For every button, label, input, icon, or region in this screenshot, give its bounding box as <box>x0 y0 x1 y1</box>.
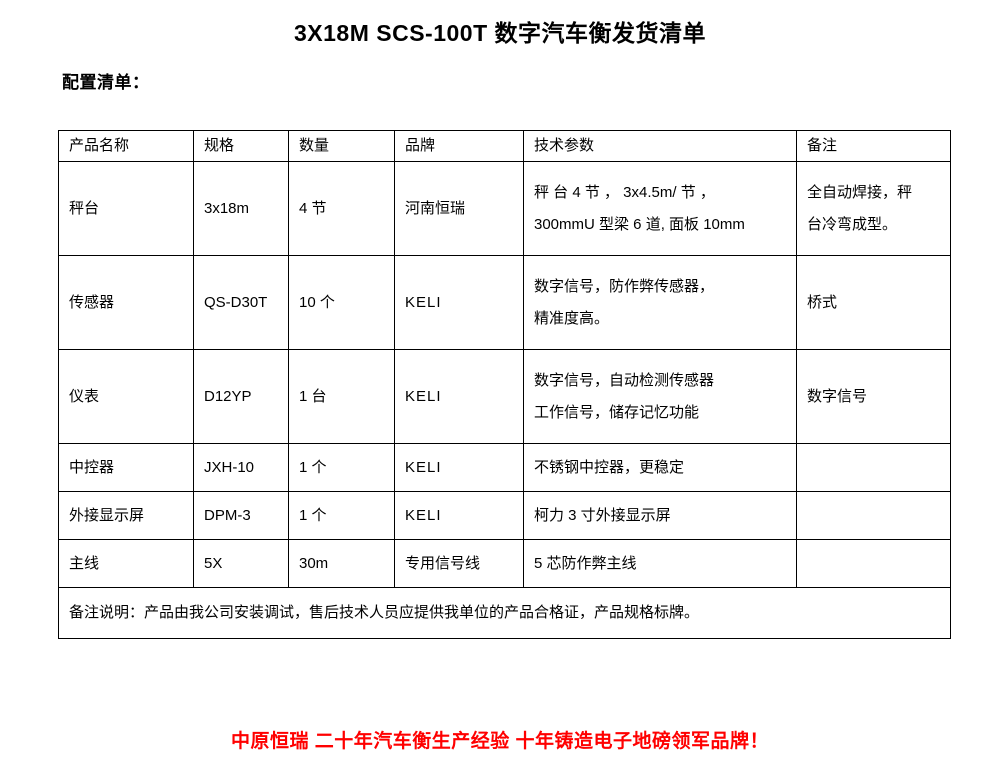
cell-quantity: 1 个 <box>288 443 395 492</box>
remarks-line-1: 数字信号 <box>807 387 868 405</box>
cell-parameters: 5 芯防作弊主线 <box>523 539 797 588</box>
parameters-line-1: 秤 台 4 节 ， 3x4.5m/ 节 ， <box>534 183 715 201</box>
cell-remarks: 全自动焊接，秤 台冷弯成型。 <box>796 161 951 256</box>
table-header-row: 产品名称 规格 数量 品牌 技术参数 备注 <box>58 130 951 162</box>
cell-parameters: 不锈钢中控器，更稳定 <box>523 443 797 492</box>
header-parameters: 技术参数 <box>523 130 797 162</box>
cell-brand: 专用信号线 <box>394 539 524 588</box>
cell-parameters: 数字信号，防作弊传感器， 精准度高。 <box>523 255 797 350</box>
cell-parameters: 秤 台 4 节 ， 3x4.5m/ 节 ， 300mmU 型梁 6 道, 面板 … <box>523 161 797 256</box>
cell-brand: KELI <box>394 443 524 492</box>
header-remarks: 备注 <box>796 130 951 162</box>
parameters-line-2: 精准度高。 <box>534 309 610 327</box>
cell-brand: 河南恒瑞 <box>394 161 524 256</box>
cell-brand: KELI <box>394 255 524 350</box>
cell-parameters: 柯力 3 寸外接显示屏 <box>523 491 797 540</box>
cell-product-name: 外接显示屏 <box>58 491 194 540</box>
parameters-line-1: 数字信号，防作弊传感器， <box>534 277 715 295</box>
parameters-line-2: 工作信号，储存记忆功能 <box>534 403 700 421</box>
cell-brand: KELI <box>394 491 524 540</box>
cell-quantity: 1 台 <box>288 349 395 444</box>
header-quantity: 数量 <box>288 130 395 162</box>
table-row: 仪表 D12YP 1 台 KELI 数字信号，自动检测传感器 工作信号，储存记忆… <box>58 349 951 444</box>
cell-spec: DPM-3 <box>193 491 289 540</box>
header-brand: 品牌 <box>394 130 524 162</box>
cell-parameters: 数字信号，自动检测传感器 工作信号，储存记忆功能 <box>523 349 797 444</box>
cell-spec: QS-D30T <box>193 255 289 350</box>
cell-remarks: 桥式 <box>796 255 951 350</box>
cell-brand: KELI <box>394 349 524 444</box>
parameters-line-1: 数字信号，自动检测传感器 <box>534 371 715 389</box>
cell-remarks: 数字信号 <box>796 349 951 444</box>
remarks-line-2: 台冷弯成型。 <box>807 215 898 233</box>
cell-product-name: 传感器 <box>58 255 194 350</box>
table-footer-note-row: 备注说明：产品由我公司安装调试，售后技术人员应提供我单位的产品合格证，产品规格标… <box>58 587 951 639</box>
parameters-line-2: 300mmU 型梁 6 道, 面板 10mm <box>534 215 745 233</box>
cell-spec: D12YP <box>193 349 289 444</box>
page-title: 3X18M SCS-100T 数字汽车衡发货清单 <box>293 20 707 46</box>
company-slogan: 中原恒瑞 二十年汽车衡生产经验 十年铸造电子地磅领军品牌！ <box>230 731 770 752</box>
cell-spec: JXH-10 <box>193 443 289 492</box>
table-row: 秤台 3x18m 4 节 河南恒瑞 秤 台 4 节 ， 3x4.5m/ 节 ， … <box>58 161 951 256</box>
remarks-line-1: 桥式 <box>807 293 838 311</box>
cell-quantity: 30m <box>288 539 395 588</box>
table-row: 中控器 JXH-10 1 个 KELI 不锈钢中控器，更稳定 <box>58 443 951 492</box>
cell-product-name: 秤台 <box>58 161 194 256</box>
cell-quantity: 10 个 <box>288 255 395 350</box>
cell-remarks <box>796 539 951 588</box>
table-row: 传感器 QS-D30T 10 个 KELI 数字信号，防作弊传感器， 精准度高。… <box>58 255 951 350</box>
cell-quantity: 1 个 <box>288 491 395 540</box>
table-row: 外接显示屏 DPM-3 1 个 KELI 柯力 3 寸外接显示屏 <box>58 491 951 540</box>
cell-product-name: 中控器 <box>58 443 194 492</box>
cell-spec: 5X <box>193 539 289 588</box>
cell-quantity: 4 节 <box>288 161 395 256</box>
config-list-label: 配置清单： <box>62 73 150 92</box>
configuration-table: 产品名称 规格 数量 品牌 技术参数 备注 秤台 3x18m 4 节 河南恒瑞 … <box>58 130 951 639</box>
cell-product-name: 仪表 <box>58 349 194 444</box>
footer-note: 备注说明：产品由我公司安装调试，售后技术人员应提供我单位的产品合格证，产品规格标… <box>58 587 951 639</box>
header-spec: 规格 <box>193 130 289 162</box>
cell-remarks <box>796 491 951 540</box>
header-product-name: 产品名称 <box>58 130 194 162</box>
cell-product-name: 主线 <box>58 539 194 588</box>
remarks-line-1: 全自动焊接，秤 <box>807 183 913 201</box>
cell-spec: 3x18m <box>193 161 289 256</box>
cell-remarks <box>796 443 951 492</box>
table-row: 主线 5X 30m 专用信号线 5 芯防作弊主线 <box>58 539 951 588</box>
